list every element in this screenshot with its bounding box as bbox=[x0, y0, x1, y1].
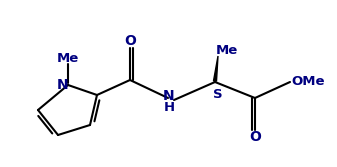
Polygon shape bbox=[214, 56, 218, 81]
Text: Me: Me bbox=[216, 43, 238, 56]
Text: Me: Me bbox=[57, 51, 79, 64]
Text: S: S bbox=[213, 88, 223, 101]
Text: N: N bbox=[57, 78, 69, 92]
Text: H: H bbox=[163, 101, 175, 114]
Text: O: O bbox=[249, 130, 261, 144]
Text: O: O bbox=[124, 34, 136, 48]
Text: N: N bbox=[163, 89, 175, 103]
Text: OMe: OMe bbox=[291, 74, 325, 88]
